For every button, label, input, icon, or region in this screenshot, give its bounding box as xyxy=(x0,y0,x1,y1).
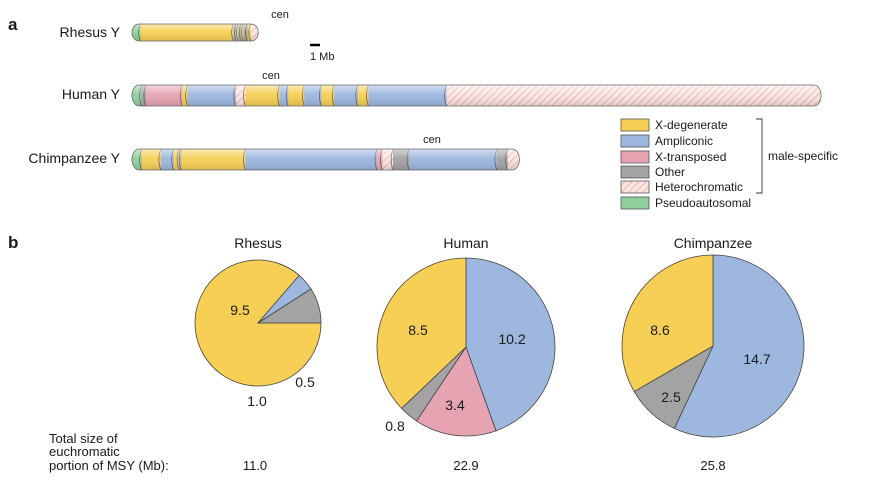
panel-label-a: a xyxy=(8,15,18,34)
legend-swatch-ampliconic xyxy=(620,134,650,148)
slice-label-rhesus-ampliconic: 0.5 xyxy=(295,374,315,390)
slice-label-rhesus-x-degenerate: 9.5 xyxy=(230,302,250,318)
chromosome-label-human: Human Y xyxy=(62,86,121,102)
male-specific-bracket xyxy=(756,118,763,194)
chromosome-outline xyxy=(131,148,520,171)
legend-label-x-transposed: X-transposed xyxy=(655,150,726,164)
legend-swatch-x-transposed xyxy=(620,150,650,164)
legend-swatch-heterochromatic xyxy=(620,180,650,194)
legend-label-pseudoautosomal: Pseudoautosomal xyxy=(655,196,751,210)
legend: X-degenerate Ampliconic X-transposed Oth… xyxy=(620,118,838,210)
total-size-label-line-3: portion of MSY (Mb): xyxy=(49,458,169,473)
pie-title-human: Human xyxy=(443,235,488,251)
chromosome-outline xyxy=(131,23,259,42)
legend-label-x-degenerate: X-degenerate xyxy=(655,118,728,132)
pie-rhesus xyxy=(194,259,322,387)
cen-label-chimpanzee: cen xyxy=(423,134,441,146)
slice-label-human-x-degenerate: 8.5 xyxy=(408,322,428,338)
total-size-label-line-2: euchromatic xyxy=(49,444,120,459)
cen-label-rhesus: cen xyxy=(271,9,289,21)
legend-label-ampliconic: Ampliconic xyxy=(655,134,713,148)
total-chimpanzee: 25.8 xyxy=(700,458,725,473)
pie-slice-x-degenerate xyxy=(376,257,467,409)
chromosome-label-chimpanzee: Chimpanzee Y xyxy=(28,150,120,166)
pie-title-chimpanzee: Chimpanzee xyxy=(674,235,753,251)
chromosome-label-rhesus: Rhesus Y xyxy=(60,24,121,40)
pie-slice-other xyxy=(256,288,322,324)
slice-label-chimpanzee-other: 2.5 xyxy=(661,389,681,405)
chromosome-human xyxy=(131,84,822,107)
chromosome-rhesus xyxy=(131,23,259,42)
slice-label-chimpanzee-ampliconic: 14.7 xyxy=(743,351,770,367)
legend-swatch-x-degenerate xyxy=(620,118,650,132)
pie-title-rhesus: Rhesus xyxy=(234,235,281,251)
slice-label-chimpanzee-x-degenerate: 8.6 xyxy=(650,322,670,338)
total-human: 22.9 xyxy=(453,458,478,473)
pie-slice-x-degenerate xyxy=(621,254,714,393)
legend-label-heterochromatic: Heterochromatic xyxy=(655,180,743,194)
cen-label-human: cen xyxy=(262,70,280,82)
pie-human xyxy=(376,257,556,437)
legend-label-other: Other xyxy=(655,165,685,179)
total-rhesus: 11.0 xyxy=(243,458,267,473)
chromosome-highlight xyxy=(132,85,822,106)
pie-slice-ampliconic xyxy=(465,257,556,432)
total-size-label-line-1: Total size of xyxy=(49,431,118,446)
chromosome-outline xyxy=(131,84,822,107)
slice-label-human-other: 0.8 xyxy=(385,418,405,434)
legend-swatch-other xyxy=(620,165,650,179)
male-specific-label: male-specific xyxy=(768,149,838,163)
pie-slice-ampliconic xyxy=(673,254,805,438)
scale-bar-label: 1 Mb xyxy=(310,51,334,63)
panel-label-b: b xyxy=(8,233,18,252)
legend-swatch-pseudoautosomal xyxy=(620,196,650,210)
chromosome-highlight xyxy=(132,24,259,41)
chromosome-highlight xyxy=(132,149,520,170)
pie-slice-x-transposed xyxy=(415,346,497,437)
slice-label-human-ampliconic: 10.2 xyxy=(498,331,525,347)
slice-label-rhesus-other: 1.0 xyxy=(247,393,267,409)
chromosome-chimpanzee xyxy=(131,148,520,171)
slice-label-human-x-transposed: 3.4 xyxy=(445,397,465,413)
pie-chimpanzee xyxy=(621,254,805,438)
